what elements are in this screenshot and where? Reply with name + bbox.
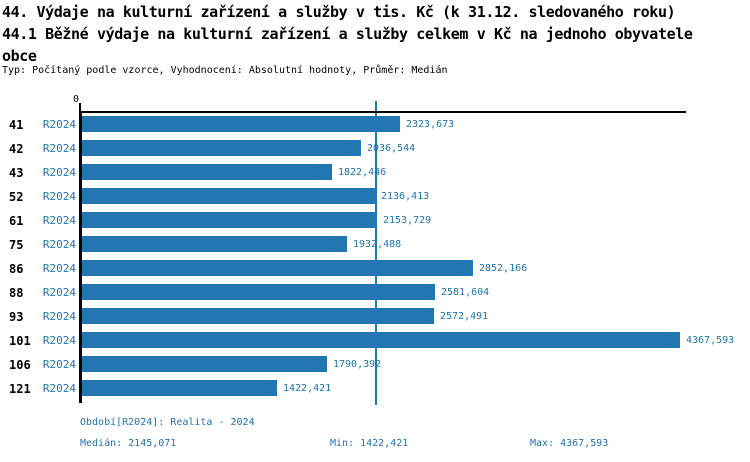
chart-row: 41 R2024 2323,673 bbox=[0, 113, 750, 137]
bar-value-label: 2852,166 bbox=[479, 263, 528, 274]
page-title-line2: 44.1 Běžné výdaje na kulturní zařízení a… bbox=[2, 25, 693, 43]
footer-median-value: Medián: 2145,071 bbox=[80, 438, 177, 449]
chart-row: 93 R2024 2572,491 bbox=[0, 305, 750, 329]
row-category-label: 106 bbox=[9, 358, 31, 372]
bar bbox=[82, 116, 400, 132]
bar-value-label: 2153,729 bbox=[383, 215, 432, 226]
row-period-label: R2024 bbox=[42, 286, 76, 299]
chart-row: 88 R2024 2581,604 bbox=[0, 281, 750, 305]
chart-row: 43 R2024 1822,446 bbox=[0, 161, 750, 185]
row-category-label: 43 bbox=[9, 166, 24, 180]
bar-value-label: 1932,488 bbox=[353, 239, 402, 250]
x-axis-origin-tick bbox=[79, 103, 81, 112]
footer-period-label: Období[R2024]: Realita - 2024 bbox=[80, 417, 255, 428]
row-category-label: 86 bbox=[9, 262, 24, 276]
row-period-label: R2024 bbox=[42, 334, 76, 347]
y-axis-line bbox=[79, 111, 82, 403]
chart-row: 106 R2024 1790,392 bbox=[0, 353, 750, 377]
row-category-label: 42 bbox=[9, 142, 24, 156]
row-category-label: 52 bbox=[9, 190, 24, 204]
row-category-label: 61 bbox=[9, 214, 24, 228]
chart-row: 42 R2024 2036,544 bbox=[0, 137, 750, 161]
footer-min-value: Min: 1422,421 bbox=[330, 438, 409, 449]
bar-chart-rows: 41 R2024 2323,673 42 R2024 2036,544 43 R2024 182… bbox=[0, 113, 750, 401]
page-title-line1: 44. Výdaje na kulturní zařízení a služby… bbox=[2, 3, 676, 21]
bar bbox=[82, 260, 473, 276]
bar bbox=[82, 188, 375, 204]
row-category-label: 75 bbox=[9, 238, 24, 252]
row-category-label: 88 bbox=[9, 286, 24, 300]
bar-value-label: 2136,413 bbox=[381, 191, 430, 202]
x-axis-origin-label: 0 bbox=[73, 94, 80, 105]
bar bbox=[82, 284, 435, 300]
row-period-label: R2024 bbox=[42, 358, 76, 371]
chart-row: 86 R2024 2852,166 bbox=[0, 257, 750, 281]
bar bbox=[82, 164, 332, 180]
row-period-label: R2024 bbox=[42, 142, 76, 155]
row-period-label: R2024 bbox=[42, 214, 76, 227]
bar bbox=[82, 236, 347, 252]
row-category-label: 121 bbox=[9, 382, 31, 396]
bar bbox=[82, 212, 377, 228]
row-period-label: R2024 bbox=[42, 190, 76, 203]
chart-row: 52 R2024 2136,413 bbox=[0, 185, 750, 209]
row-period-label: R2024 bbox=[42, 238, 76, 251]
bar-value-label: 2581,604 bbox=[441, 287, 490, 298]
page-title-line3: obce bbox=[2, 47, 37, 65]
chart-row: 121 R2024 1422,421 bbox=[0, 377, 750, 401]
row-period-label: R2024 bbox=[42, 118, 76, 131]
row-category-label: 93 bbox=[9, 310, 24, 324]
chart-row: 75 R2024 1932,488 bbox=[0, 233, 750, 257]
row-period-label: R2024 bbox=[42, 166, 76, 179]
bar bbox=[82, 380, 277, 396]
chart-row: 61 R2024 2153,729 bbox=[0, 209, 750, 233]
chart-meta-info: Typ: Počítaný podle vzorce, Vyhodnocení:… bbox=[2, 65, 448, 76]
x-axis-line bbox=[80, 111, 686, 113]
bar-value-label: 2323,673 bbox=[406, 119, 455, 130]
bar bbox=[82, 356, 327, 372]
bar-value-label: 1790,392 bbox=[333, 359, 382, 370]
row-period-label: R2024 bbox=[42, 310, 76, 323]
bar-value-label: 4367,593 bbox=[686, 335, 735, 346]
chart-row: 101 R2024 4367,593 bbox=[0, 329, 750, 353]
bar bbox=[82, 332, 680, 348]
footer-max-value: Max: 4367,593 bbox=[530, 438, 609, 449]
row-category-label: 41 bbox=[9, 118, 24, 132]
row-period-label: R2024 bbox=[42, 382, 76, 395]
bar-value-label: 1822,446 bbox=[338, 167, 387, 178]
bar-value-label: 2572,491 bbox=[440, 311, 489, 322]
median-reference-line bbox=[375, 101, 377, 405]
row-category-label: 101 bbox=[9, 334, 31, 348]
bar bbox=[82, 140, 361, 156]
bar-value-label: 2036,544 bbox=[367, 143, 416, 154]
row-period-label: R2024 bbox=[42, 262, 76, 275]
bar-value-label: 1422,421 bbox=[283, 383, 332, 394]
bar bbox=[82, 308, 434, 324]
